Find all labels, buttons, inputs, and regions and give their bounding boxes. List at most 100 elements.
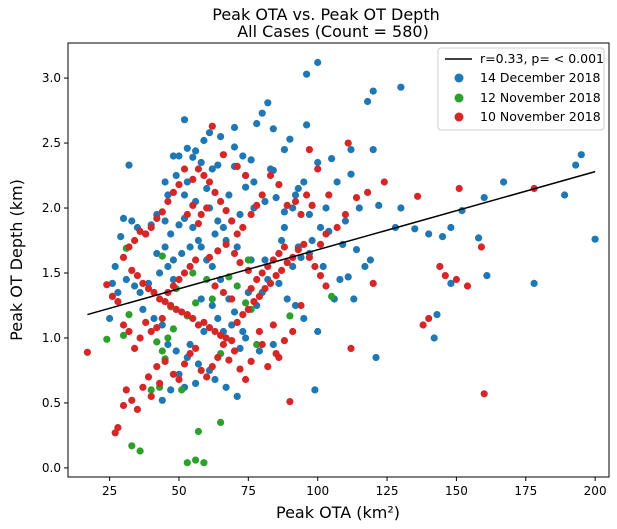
data-point-series2-74 [211,188,219,196]
data-point-series2-90 [119,253,128,261]
data-point-series2-99 [172,305,180,313]
data-point-series2-167 [247,285,255,293]
data-point-series2-77 [194,165,202,173]
data-point-series0-57 [480,194,488,202]
data-point-series0-62 [591,235,599,243]
data-point-series0-153 [183,178,191,186]
data-point-series0-144 [242,334,250,342]
data-point-series2-24 [225,356,233,364]
data-point-series1-4 [244,256,252,264]
data-point-series2-97 [161,298,169,306]
data-point-series2-145 [125,327,133,336]
data-point-series0-39 [203,184,211,193]
data-point-series0-54 [447,223,455,232]
data-point-series0-74 [350,295,358,303]
legend-label-dec14: 14 December 2018 [480,70,601,85]
data-point-series0-5 [264,99,272,107]
data-point-series2-125 [316,272,325,280]
data-point-series2-152 [230,249,239,258]
data-point-series0-66 [447,279,455,287]
data-point-series0-118 [261,197,269,206]
data-point-series2-61 [344,139,352,147]
data-point-series2-8 [139,383,147,391]
data-point-series0-119 [278,236,286,245]
data-point-series2-88 [131,236,139,245]
data-point-series2-72 [222,207,230,215]
data-point-series2-26 [236,365,244,373]
data-point-series0-105 [136,288,144,297]
data-point-series0-70 [311,386,319,394]
data-point-series1-1 [158,252,166,260]
data-point-series2-9 [144,373,153,381]
data-point-series1-7 [164,334,172,342]
data-point-series0-64 [483,272,491,280]
data-point-series0-6 [258,109,266,117]
data-point-series0-128 [172,347,180,355]
data-point-series0-157 [114,288,122,297]
data-point-series0-124 [139,305,147,313]
data-point-series0-65 [475,234,483,242]
data-point-series2-121 [294,246,302,254]
data-point-series0-135 [192,379,200,387]
data-point-series0-161 [169,275,177,284]
data-point-series0-100 [128,217,136,225]
data-point-series0-79 [275,279,283,287]
data-point-series2-7 [133,405,141,413]
data-point-series0-59 [561,191,569,199]
data-point-series0-26 [125,161,133,169]
data-point-series2-42 [463,282,472,290]
data-point-series0-165 [236,344,244,352]
data-point-series0-103 [122,275,130,284]
data-point-series2-53 [322,230,330,238]
data-point-series2-91 [128,266,136,274]
data-point-series0-17 [217,133,225,141]
data-point-series0-22 [192,147,200,155]
legend-marker-dec14 [454,73,464,83]
data-point-series0-111 [186,243,194,251]
data-point-series0-63 [530,279,538,287]
data-point-series0-9 [286,135,294,143]
data-point-series2-146 [119,321,128,329]
data-point-series0-78 [283,295,291,303]
data-point-series0-84 [239,327,247,336]
data-point-series0-158 [111,262,119,271]
data-point-series2-136 [175,275,183,284]
data-point-series0-166 [289,262,297,271]
data-point-series0-50 [397,204,405,212]
data-point-series0-11 [369,146,377,154]
data-point-series0-85 [230,308,239,316]
data-point-series2-134 [186,262,194,271]
y-axis-ticks: 0.0 0.5 1.0 1.5 2.0 2.5 3.0 [42,71,68,475]
plot-frame [67,42,610,478]
data-point-series0-13 [230,123,239,132]
data-point-series2-30 [264,363,272,371]
data-point-series1-31 [208,295,216,303]
data-point-series2-52 [333,223,341,232]
data-point-series1-25 [217,418,225,426]
data-point-series0-137 [167,386,175,394]
data-point-series0-114 [219,223,227,232]
data-point-series2-94 [144,285,153,293]
data-point-series2-153 [236,259,244,267]
data-point-series0-142 [214,314,222,323]
data-point-series2-101 [183,311,191,319]
data-point-series2-32 [280,337,288,345]
data-point-series0-31 [247,156,255,164]
data-point-series1-33 [233,282,241,290]
data-point-series2-151 [222,240,230,248]
data-point-series0-140 [186,340,194,349]
data-point-series2-55 [308,201,316,209]
data-point-series2-40 [441,272,449,280]
data-point-series0-110 [178,249,186,258]
data-points [83,58,599,467]
data-point-series2-86 [142,230,150,238]
data-point-series0-32 [300,178,308,186]
legend-marker-nov10 [454,112,464,122]
data-point-series0-88 [208,262,216,271]
data-point-series0-69 [372,353,380,362]
data-point-series2-115 [261,285,269,293]
data-point-series2-78 [189,175,197,183]
data-point-series2-132 [197,210,205,219]
x-tick-label: 50 [171,484,186,498]
legend-marker-nov12 [454,93,464,103]
